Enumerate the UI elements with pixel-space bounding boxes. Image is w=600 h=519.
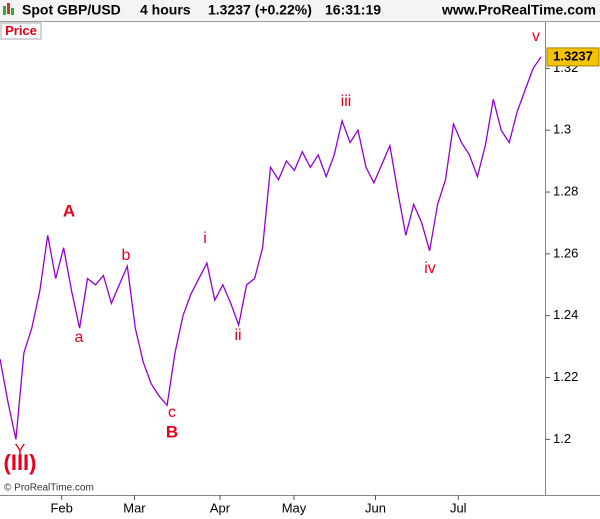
wave-label: ii (234, 327, 241, 344)
wave-label: (III) (4, 450, 37, 475)
y-tick-label: 1.3 (553, 122, 571, 137)
x-tick-label: Apr (210, 500, 231, 515)
x-tick-label: May (282, 500, 307, 515)
logo (7, 3, 10, 14)
wave-label: B (166, 422, 178, 441)
timeframe: 4 hours (140, 2, 191, 18)
logo (3, 6, 6, 15)
quote: 1.3237 (+0.22%) (208, 2, 312, 18)
logo (11, 8, 14, 15)
wave-label: iv (424, 260, 436, 277)
price-line (0, 56, 542, 440)
symbol: Spot GBP/USD (22, 2, 121, 18)
wave-label: a (75, 329, 84, 346)
y-tick-label: 1.2 (553, 431, 571, 446)
wave-label: v (532, 28, 540, 45)
header-bar (0, 0, 600, 21)
x-tick-label: Jun (365, 500, 386, 515)
time: 16:31:19 (325, 2, 381, 18)
copyright: © ProRealTime.com (4, 483, 94, 494)
x-tick-label: Jul (450, 500, 467, 515)
panel-label-box (0, 22, 42, 40)
wave-label: Y (15, 442, 26, 459)
y-tick-label: 1.24 (553, 307, 578, 322)
x-tick-label: Feb (50, 500, 72, 515)
panel-label: Price (5, 23, 37, 38)
wave-label: A (63, 201, 75, 220)
x-tick-label: Mar (123, 500, 146, 515)
y-tick-label: 1.28 (553, 183, 578, 198)
y-tick-label: 1.26 (553, 245, 578, 260)
wave-label: i (203, 230, 207, 247)
last-price-label: 1.3237 (553, 48, 593, 63)
last-price-box (546, 47, 600, 67)
y-tick-label: 1.22 (553, 369, 578, 384)
wave-label: iii (341, 93, 352, 110)
source: www.ProRealTime.com (441, 2, 596, 18)
wave-label: c (168, 404, 176, 421)
wave-label: b (122, 247, 131, 264)
